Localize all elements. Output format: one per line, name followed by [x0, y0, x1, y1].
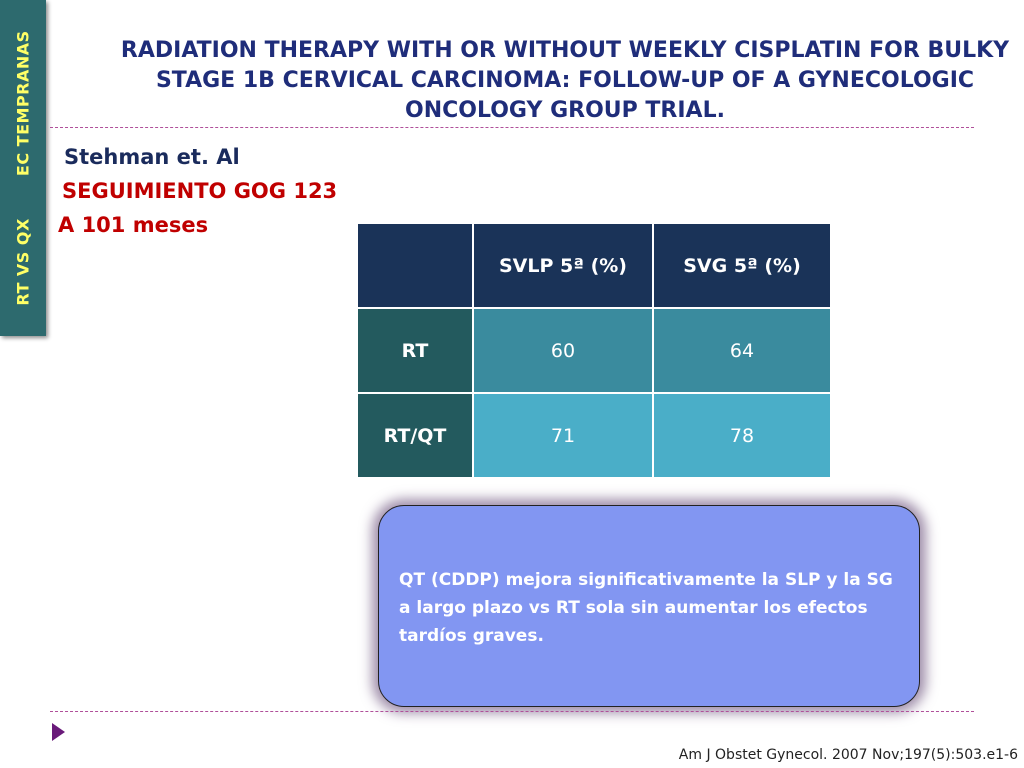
table-corner-cell	[356, 222, 474, 309]
table-row: RT 60 64	[356, 307, 832, 394]
table-row-label: RT/QT	[356, 392, 474, 479]
follow-up-label: SEGUIMIENTO GOG 123	[62, 179, 338, 203]
conclusion-text: QT (CDDP) mejora significativamente la S…	[399, 570, 893, 646]
table-cell: 60	[472, 307, 654, 394]
bottom-divider	[50, 711, 974, 712]
table-row: RT/QT 71 78	[356, 392, 832, 479]
slide-title: RADIATION THERAPY WITH OR WITHOUT WEEKLY…	[120, 38, 1010, 123]
play-arrow-icon[interactable]	[52, 723, 65, 741]
follow-up-period: A 101 meses	[58, 213, 209, 237]
side-tab: RT VS QX EC TEMPRANAS	[0, 0, 46, 336]
citation: Am J Obstet Gynecol. 2007 Nov;197(5):503…	[678, 747, 1018, 763]
conclusion-box: QT (CDDP) mejora significativamente la S…	[378, 505, 920, 707]
table-header-svlp: SVLP 5ª (%)	[472, 222, 654, 309]
table-cell: 78	[652, 392, 832, 479]
side-tab-label-left: RT VS QX	[13, 218, 33, 306]
authors: Stehman et. Al	[64, 145, 240, 169]
table-header-svg: SVG 5ª (%)	[652, 222, 832, 309]
table-row-label: RT	[356, 307, 474, 394]
table-cell: 71	[472, 392, 654, 479]
results-table: SVLP 5ª (%) SVG 5ª (%) RT 60 64 RT/QT 71…	[356, 222, 832, 479]
table-header-row: SVLP 5ª (%) SVG 5ª (%)	[356, 222, 832, 309]
side-tab-label: RT VS QX EC TEMPRANAS	[14, 12, 33, 323]
top-divider	[50, 127, 974, 128]
table-cell: 64	[652, 307, 832, 394]
side-tab-label-right: EC TEMPRANAS	[13, 30, 33, 177]
